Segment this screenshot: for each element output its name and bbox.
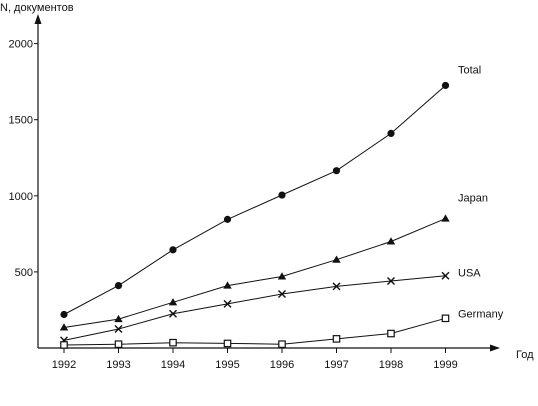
series-line-japan bbox=[63, 218, 446, 328]
series-label-japan: Japan bbox=[458, 193, 488, 205]
data-point-japan bbox=[223, 281, 232, 289]
data-point-japan bbox=[441, 214, 450, 222]
series-germany bbox=[60, 314, 450, 349]
y-tick-label: 1500 bbox=[9, 115, 33, 127]
x-tick-label: 1993 bbox=[106, 359, 130, 371]
data-point-total bbox=[387, 129, 395, 137]
data-point-usa bbox=[223, 299, 232, 308]
series-line-usa bbox=[63, 275, 446, 341]
data-point-germany bbox=[278, 340, 286, 348]
data-point-germany bbox=[387, 329, 395, 338]
data-point-germany bbox=[60, 341, 68, 349]
data-point-usa bbox=[114, 324, 123, 333]
y-axis-title: N, документов bbox=[0, 2, 74, 14]
data-point-total bbox=[441, 81, 450, 90]
x-tick-label: 1992 bbox=[52, 359, 76, 371]
series-label-total: Total bbox=[458, 64, 481, 76]
x-tick-label: 1995 bbox=[215, 359, 239, 371]
data-point-total bbox=[60, 310, 68, 319]
data-point-germany bbox=[114, 340, 123, 348]
data-point-usa bbox=[441, 271, 450, 280]
x-tick-label: 1997 bbox=[324, 359, 348, 371]
data-point-germany bbox=[223, 339, 232, 348]
x-tick-label: 1999 bbox=[433, 359, 457, 371]
data-point-usa bbox=[387, 277, 395, 286]
data-point-total bbox=[114, 281, 123, 290]
data-point-total bbox=[169, 246, 177, 254]
data-point-japan bbox=[277, 272, 287, 280]
y-tick-label: 500 bbox=[15, 267, 33, 279]
data-point-germany bbox=[332, 335, 341, 343]
x-axis bbox=[38, 344, 500, 352]
data-point-japan bbox=[59, 323, 69, 331]
series-label-germany: Germany bbox=[458, 308, 504, 320]
x-tick-label: 1998 bbox=[379, 359, 403, 371]
y-axis bbox=[34, 14, 42, 348]
data-point-japan bbox=[332, 255, 341, 263]
x-axis-title: Год bbox=[516, 349, 534, 361]
data-point-total bbox=[278, 191, 286, 199]
data-point-japan bbox=[386, 237, 396, 245]
data-point-japan bbox=[168, 298, 178, 306]
data-point-germany bbox=[169, 338, 177, 347]
data-point-japan bbox=[114, 314, 123, 323]
x-tick-label: 1994 bbox=[161, 359, 185, 371]
data-point-germany bbox=[441, 314, 450, 323]
data-point-usa bbox=[332, 282, 341, 291]
series-japan bbox=[59, 214, 450, 331]
series-line-germany bbox=[63, 317, 446, 346]
series-line-total bbox=[63, 85, 446, 315]
data-point-usa bbox=[278, 289, 286, 298]
series-labels: Total Japan USA Germany bbox=[458, 64, 504, 320]
series-layer bbox=[59, 81, 450, 349]
data-point-total bbox=[332, 167, 341, 175]
y-tick-label: 2000 bbox=[9, 39, 33, 51]
data-point-usa bbox=[169, 309, 177, 318]
y-tick-label: 1000 bbox=[9, 191, 33, 203]
data-point-total bbox=[223, 215, 232, 223]
x-tick-labels: 1992 1993 1994 1995 1996 1997 1998 1999 bbox=[52, 348, 458, 371]
series-label-usa: USA bbox=[458, 268, 481, 280]
y-tick-labels: 500 1000 1500 2000 bbox=[9, 39, 38, 279]
series-total bbox=[60, 81, 450, 319]
x-tick-label: 1996 bbox=[270, 359, 294, 371]
